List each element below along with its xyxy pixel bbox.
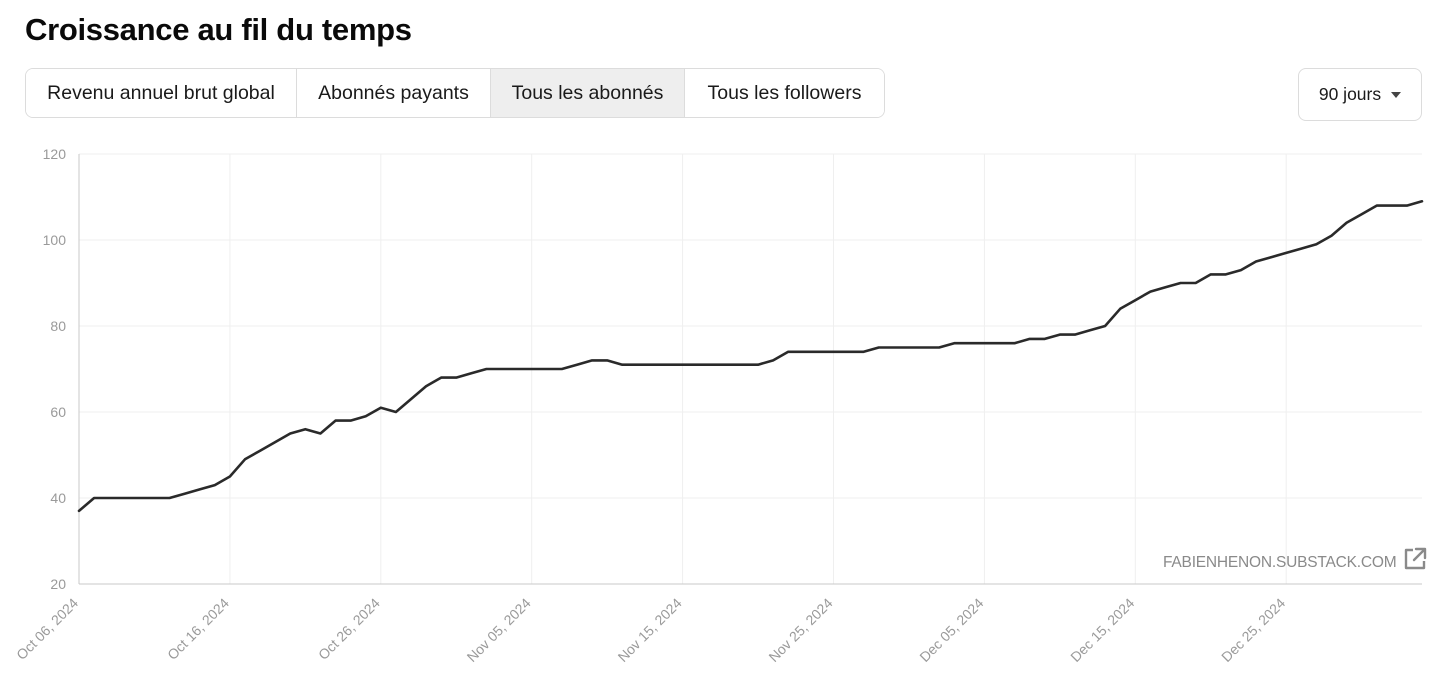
tab-revenu-annuel[interactable]: Revenu annuel brut global <box>26 69 297 117</box>
x-tick-label: Oct 16, 2024 <box>164 595 232 663</box>
metric-tabs: Revenu annuel brut global Abonnés payant… <box>25 68 885 118</box>
x-tick-label: Nov 25, 2024 <box>765 595 835 665</box>
external-link-icon[interactable] <box>1402 546 1428 572</box>
tab-abonnes-payants[interactable]: Abonnés payants <box>297 69 491 117</box>
series-line <box>77 200 1424 513</box>
x-tick-label: Dec 25, 2024 <box>1218 595 1288 665</box>
x-tick-label: Nov 05, 2024 <box>464 595 534 665</box>
series-layer <box>77 200 1424 513</box>
x-tick-label: Oct 06, 2024 <box>13 595 81 663</box>
x-tick-label: Nov 15, 2024 <box>615 595 685 665</box>
page-title: Croissance au fil du temps <box>25 12 412 47</box>
watermark: FABIENHENON.SUBSTACK.COM <box>1163 546 1428 572</box>
y-tick-label: 60 <box>50 404 66 420</box>
tab-tous-les-followers[interactable]: Tous les followers <box>685 69 884 117</box>
x-tick-label: Dec 05, 2024 <box>916 595 986 665</box>
time-range-select[interactable]: 90 jours <box>1298 68 1422 121</box>
y-tick-label: 20 <box>50 576 66 592</box>
axes: 20 40 60 80 100 120 Oct 06, 2024 Oct 16, 2024 Oc… <box>13 146 1422 665</box>
y-tick-label: 100 <box>43 232 67 248</box>
y-tick-label: 40 <box>50 490 66 506</box>
time-range-value: 90 jours <box>1318 84 1382 104</box>
chevron-down-icon <box>1391 91 1402 98</box>
watermark-text: FABIENHENON.SUBSTACK.COM <box>1163 554 1397 571</box>
y-tick-label: 80 <box>50 318 66 334</box>
tab-tous-les-abonnes[interactable]: Tous les abonnés <box>491 69 685 117</box>
x-tick-label: Oct 26, 2024 <box>315 595 383 663</box>
grid <box>79 153 1422 584</box>
y-tick-label: 120 <box>43 146 67 162</box>
x-tick-label: Dec 15, 2024 <box>1067 595 1137 665</box>
